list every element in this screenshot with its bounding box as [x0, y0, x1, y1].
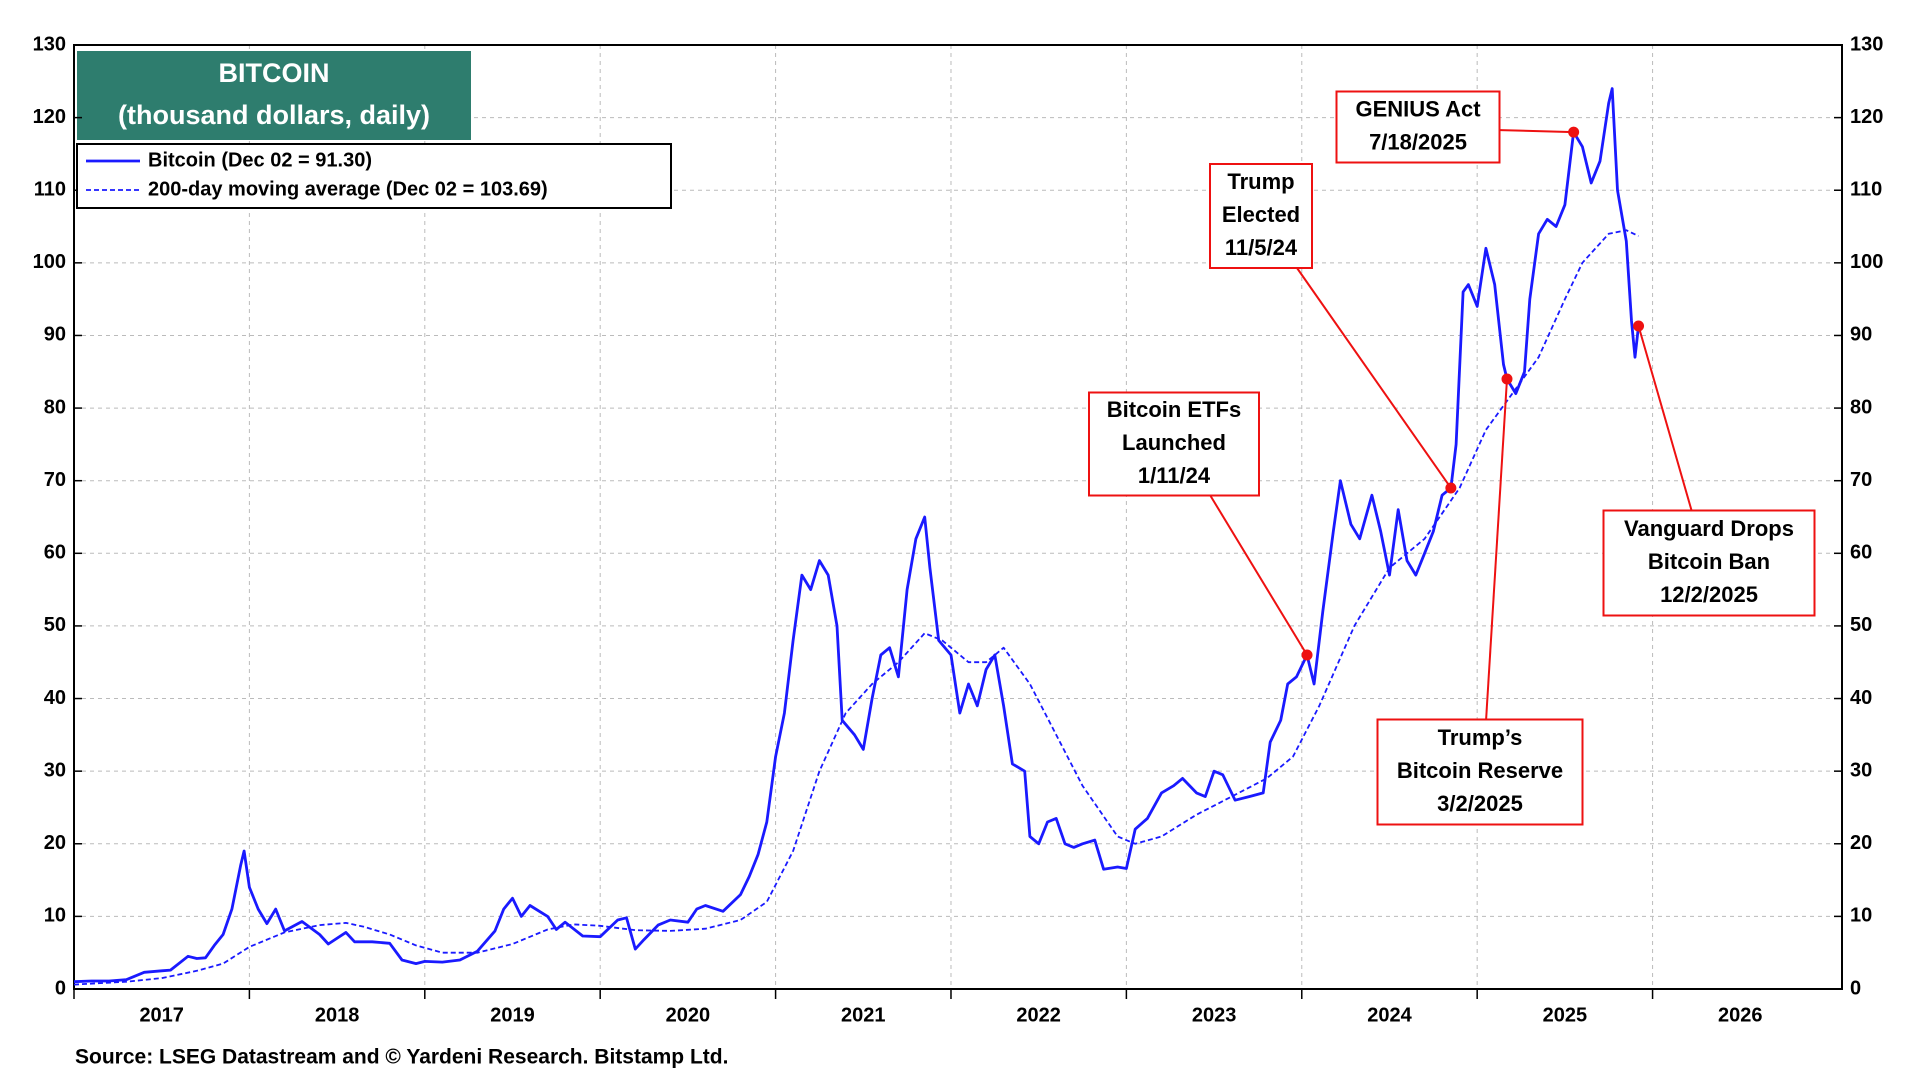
x-tick-label: 2021: [841, 1004, 886, 1026]
annotation-leader: [1485, 378, 1508, 722]
annotation-dot: [1445, 482, 1457, 494]
annotation-leader: [1637, 325, 1693, 513]
chart-title: BITCOIN: [219, 58, 330, 88]
x-tick-label: 2024: [1367, 1004, 1412, 1026]
x-tick-label: 2018: [315, 1004, 360, 1026]
annotation-box: [1335, 90, 1501, 164]
x-tick-label: 2020: [666, 1004, 711, 1026]
y2-tick-label: 100: [1850, 251, 1883, 273]
legend-label: Bitcoin (Dec 02 = 91.30): [148, 149, 372, 171]
annotation-box: [1376, 718, 1584, 826]
annotation-dot: [1501, 373, 1513, 385]
annotation-text: Vanguard Drops: [1624, 516, 1794, 541]
y2-tick-label: 30: [1850, 759, 1872, 781]
annotation-dot: [1568, 126, 1580, 138]
y2-tick-label: 50: [1850, 614, 1872, 636]
annotation-text: Bitcoin Ban: [1648, 549, 1770, 574]
y2-tick-label: 110: [1850, 179, 1882, 201]
series-line: [73, 87, 1640, 984]
y-tick-label: 80: [44, 396, 66, 418]
chart-subtitle: (thousand dollars, daily): [118, 100, 430, 130]
y2-tick-label: 80: [1850, 396, 1872, 418]
source-note: Source: LSEG Datastream and © Yardeni Re…: [75, 1046, 728, 1069]
y-tick-label: 60: [44, 542, 66, 564]
annotation-text: 12/2/2025: [1660, 582, 1758, 607]
y2-tick-label: 120: [1850, 106, 1883, 128]
annotation-text: 11/5/24: [1225, 235, 1298, 260]
title-box: [77, 51, 471, 140]
y2-tick-label: 70: [1850, 469, 1872, 491]
plot-frame: [73, 44, 1843, 990]
annotation-leader: [1296, 267, 1452, 489]
x-tick-label: 2019: [490, 1004, 535, 1026]
annotation-text: 3/2/2025: [1437, 791, 1523, 816]
annotation-text: 7/18/2025: [1369, 129, 1467, 154]
annotation-leader: [1209, 494, 1308, 656]
y-tick-label: 110: [34, 179, 66, 201]
y-tick-label: 20: [44, 832, 66, 854]
y-tick-label: 50: [44, 614, 66, 636]
legend-label: 200-day moving average (Dec 02 = 103.69): [148, 178, 548, 200]
y-tick-label: 130: [33, 33, 66, 55]
annotation-dot: [1633, 320, 1645, 332]
y-tick-label: 40: [44, 687, 66, 709]
annotation-box: [1209, 163, 1313, 269]
y-tick-label: 70: [44, 469, 66, 491]
annotation-text: 1/11/24: [1138, 463, 1211, 488]
y2-tick-label: 90: [1850, 324, 1872, 346]
annotation-dot: [1301, 649, 1313, 661]
y2-tick-label: 130: [1850, 33, 1883, 55]
x-tick-label: 2017: [139, 1004, 184, 1026]
y2-tick-label: 20: [1850, 832, 1872, 854]
x-tick-label: 2025: [1543, 1004, 1588, 1026]
annotation-text: Trump: [1227, 169, 1294, 194]
grid: [73, 44, 1842, 990]
annotation-text: Trump’s: [1438, 725, 1523, 750]
annotation-text: Launched: [1122, 430, 1226, 455]
y2-tick-label: 60: [1850, 542, 1872, 564]
y2-tick-label: 0: [1850, 977, 1861, 999]
y-tick-label: 100: [33, 251, 66, 273]
y2-tick-label: 10: [1850, 905, 1872, 927]
series-line: [73, 229, 1639, 986]
annotation-text: Bitcoin ETFs: [1107, 397, 1241, 422]
y-tick-label: 90: [44, 324, 66, 346]
annotation-leader: [1495, 129, 1574, 134]
y2-tick-label: 40: [1850, 687, 1872, 709]
x-tick-label: 2022: [1016, 1004, 1061, 1026]
y-tick-label: 0: [55, 977, 66, 999]
y-tick-label: 120: [33, 106, 66, 128]
annotation-box: [1088, 391, 1260, 497]
y-tick-label: 10: [44, 905, 66, 927]
annotation-box: [1602, 509, 1816, 617]
x-tick-label: 2026: [1718, 1004, 1763, 1026]
legend-box: [76, 143, 672, 209]
annotation-text: Bitcoin Reserve: [1397, 758, 1563, 783]
x-tick-label: 2023: [1192, 1004, 1237, 1026]
annotation-text: GENIUS Act: [1355, 96, 1481, 121]
y-tick-label: 30: [44, 759, 66, 781]
annotation-text: Elected: [1222, 202, 1300, 227]
